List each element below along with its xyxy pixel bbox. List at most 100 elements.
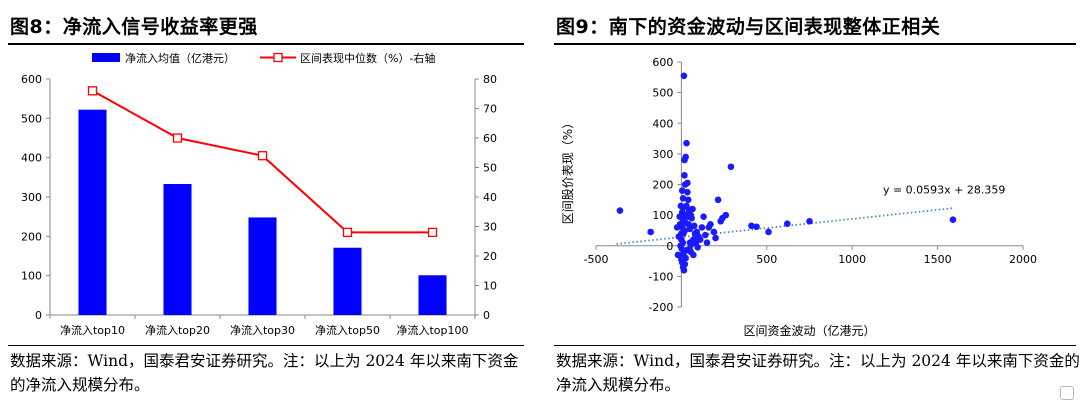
- right-y-tick-label: 40: [483, 191, 497, 204]
- scatter-point: [710, 228, 718, 236]
- trendline: [616, 207, 954, 245]
- x-tick-label: 净流入top20: [145, 323, 210, 337]
- legend-bar-label: 净流入均值（亿港元）: [125, 51, 235, 65]
- note-rule: [554, 345, 1076, 346]
- left-y-tick-label: 400: [21, 152, 42, 165]
- x-tick-label: 500: [756, 253, 777, 266]
- x-tick-label: 净流入top50: [315, 323, 380, 337]
- scatter-point: [674, 251, 682, 259]
- scatter-point: [681, 172, 688, 179]
- right-y-tick-label: 10: [483, 280, 497, 293]
- figure-9-source-note: 数据来源：Wind，国泰君安证券研究。注：以上为 2024 年以来南下资金的净流…: [556, 352, 1080, 394]
- figure-9-title: 图9：南下的资金波动与区间表现整体正相关: [556, 16, 941, 38]
- x-axis-title: 区间资金波动（亿港元）: [743, 323, 875, 338]
- right-y-tick-label: 30: [483, 221, 497, 234]
- scatter-point: [684, 196, 692, 204]
- figure-8-panel: 图8：净流入信号收益率更强 净流入均值（亿港元） 区间表现中位数（%）-右轴 0 10…: [0, 0, 528, 403]
- left-y-tick-label: 300: [21, 191, 42, 204]
- scatter-point: [680, 266, 688, 274]
- scatter-point: [678, 245, 686, 253]
- scatter-point: [684, 188, 691, 196]
- bar: [78, 109, 107, 316]
- line-marker: [257, 151, 268, 161]
- x-tick-label: 1500: [924, 253, 952, 266]
- figure-8-source-note: 数据来源：Wind，国泰君安证券研究。注：以上为 2024 年以来南下资金的净流…: [10, 352, 519, 394]
- scatter-point: [686, 239, 694, 246]
- bar: [248, 217, 277, 315]
- y-tick-label: -200: [648, 301, 673, 314]
- scatter-point: [705, 224, 713, 231]
- x-tick-label: -500: [584, 253, 609, 266]
- scatter-point: [616, 207, 624, 214]
- scatter-point: [683, 139, 690, 147]
- left-y-tick-label: 500: [21, 112, 42, 125]
- left-y-tick-label: 200: [21, 230, 42, 243]
- line-marker: [342, 227, 353, 238]
- scatter-point: [680, 72, 688, 80]
- y-tick-label: 400: [652, 117, 673, 130]
- scatter-point: [696, 236, 704, 243]
- x-tick-label: 净流入top100: [396, 323, 468, 337]
- scatter-point: [714, 196, 722, 204]
- line-marker: [87, 86, 98, 96]
- scatter-point: [689, 205, 696, 213]
- line-marker: [427, 227, 438, 238]
- x-tick-label: 净流入top30: [230, 323, 295, 337]
- watermark-icon: [1060, 386, 1074, 400]
- right-y-tick-label: 20: [483, 250, 497, 263]
- scatter-point: [765, 228, 772, 236]
- title-rule: [554, 43, 1076, 45]
- scatter-point: [681, 181, 689, 188]
- bar: [333, 247, 362, 315]
- scatter-point: [690, 251, 697, 259]
- scatter-point: [647, 228, 654, 236]
- x-tick-label: 净流入top10: [60, 323, 125, 337]
- scatter-point: [684, 213, 692, 220]
- scatter-point: [694, 243, 701, 251]
- y-tick-label: 600: [652, 56, 673, 69]
- bar: [418, 275, 447, 315]
- scatter-point: [748, 222, 755, 230]
- right-y-tick-label: 60: [483, 132, 497, 145]
- title-rule: [8, 43, 524, 45]
- scatter-point: [693, 228, 701, 236]
- legend-line-label: 区间表现中位数（%）-右轴: [300, 51, 435, 65]
- scatter-point: [681, 156, 688, 164]
- scatter-point: [677, 202, 685, 210]
- right-y-tick-label: 80: [483, 73, 497, 86]
- note-rule: [8, 345, 524, 346]
- scatter-point: [676, 213, 683, 220]
- scatter-chart: -5000500100015002000-200-100010020030040…: [561, 56, 1037, 338]
- bar-line-chart: 净流入均值（亿港元） 区间表现中位数（%）-右轴 0 100 200 300 400 500 6…: [21, 51, 497, 337]
- y-tick-label: 300: [652, 148, 673, 161]
- left-y-tick-label: 600: [21, 73, 42, 86]
- scatter-point: [806, 217, 813, 225]
- y-tick-label: 100: [652, 209, 673, 222]
- y-tick-label: -100: [648, 270, 673, 283]
- y-tick-label: 200: [652, 179, 673, 192]
- trendline-equation: y = 0.0593x + 28.359: [883, 184, 1005, 197]
- scatter-point: [698, 224, 706, 231]
- scatter-point: [680, 230, 687, 237]
- scatter-point: [727, 163, 735, 171]
- y-axis-title: 区间股价表现（%）: [561, 117, 575, 224]
- scatter-point: [717, 217, 724, 225]
- right-y-tick-label: 50: [483, 162, 497, 175]
- y-tick-label: 0: [666, 240, 673, 253]
- watermark-logo: [1060, 386, 1074, 400]
- scatter-point: [676, 221, 684, 228]
- x-tick-label: 2000: [1009, 253, 1037, 266]
- scatter-point: [679, 194, 687, 202]
- scatter-point: [702, 231, 709, 239]
- bar: [163, 184, 192, 315]
- scatter-point: [949, 216, 957, 224]
- scatter-point: [783, 220, 791, 227]
- line-series: [92, 89, 433, 234]
- scatter-point: [700, 213, 707, 220]
- left-y-tick-label: 0: [35, 309, 42, 322]
- scatter-point: [690, 222, 698, 230]
- legend-line-marker: [273, 52, 283, 63]
- figure-9-panel: 图9：南下的资金波动与区间表现整体正相关 -500 0 500 1000 1500 200…: [546, 0, 1080, 403]
- left-y-tick-label: 100: [21, 270, 42, 283]
- scatter-point: [712, 234, 719, 242]
